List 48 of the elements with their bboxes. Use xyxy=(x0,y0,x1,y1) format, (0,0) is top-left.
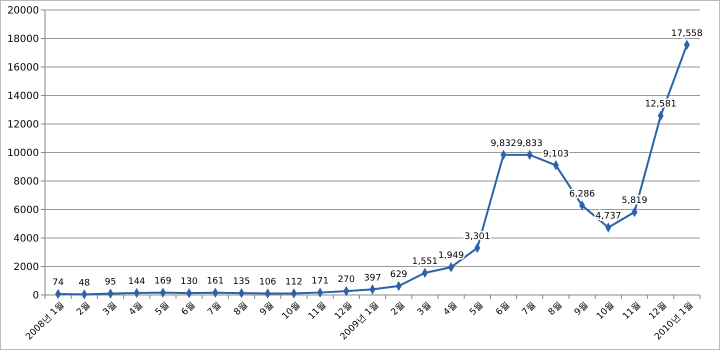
data-label: 74 xyxy=(52,278,64,288)
x-tick-label: 8월 xyxy=(232,300,250,318)
y-tick-label: 12000 xyxy=(7,120,39,130)
data-label: 130 xyxy=(180,277,198,288)
y-tick-label: 18000 xyxy=(7,34,39,45)
y-tick-label: 16000 xyxy=(7,62,39,74)
data-label: 9,103 xyxy=(543,149,569,160)
x-tick-label: 7월 xyxy=(206,300,224,318)
y-tick-label: 10000 xyxy=(7,148,39,159)
y-tick-label: 14000 xyxy=(7,91,39,102)
data-label: 9,833 xyxy=(516,138,543,149)
data-label: 397 xyxy=(364,273,382,284)
data-label: 48 xyxy=(78,278,90,288)
data-label: 161 xyxy=(206,276,224,287)
data-label: 169 xyxy=(154,276,172,287)
x-tick-label: 7월 xyxy=(520,300,538,318)
x-tick-label: 3월 xyxy=(416,300,434,318)
x-tick-label: 5월 xyxy=(468,300,486,318)
y-tick-label: 0 xyxy=(32,290,39,302)
x-tick-label: 4월 xyxy=(442,300,460,318)
y-tick-label: 8000 xyxy=(14,176,39,188)
x-tick-label: 6월 xyxy=(494,300,512,318)
y-tick-label: 4000 xyxy=(14,234,39,244)
x-tick-label: 5월 xyxy=(154,300,172,318)
data-label: 1,551 xyxy=(412,256,438,267)
x-tick-label: 2월 xyxy=(390,300,408,318)
x-tick-label: 8월 xyxy=(546,300,564,318)
data-label: 4,737 xyxy=(595,212,622,222)
data-label: 95 xyxy=(104,278,116,288)
x-tick-label: 6월 xyxy=(180,300,198,318)
data-label: 9,832 xyxy=(490,138,516,149)
y-tick-label: 6000 xyxy=(14,205,39,216)
data-label: 629 xyxy=(390,270,408,280)
x-tick-label: 3월 xyxy=(101,300,119,318)
x-tick-label: 4월 xyxy=(128,300,146,318)
y-tick-label: 20000 xyxy=(7,6,39,16)
data-label: 17,558 xyxy=(671,28,703,39)
data-label: 171 xyxy=(312,276,329,287)
data-label: 106 xyxy=(259,277,277,288)
data-label: 135 xyxy=(232,277,250,288)
data-label: 144 xyxy=(128,276,146,287)
data-label: 112 xyxy=(285,277,302,288)
y-tick-label: 2000 xyxy=(14,262,39,273)
x-tick-label: 9월 xyxy=(572,300,590,318)
data-label: 1,949 xyxy=(438,251,464,262)
x-tick-label: 9월 xyxy=(258,300,276,318)
data-label: 270 xyxy=(338,275,356,286)
x-tick-label: 2월 xyxy=(75,300,93,318)
